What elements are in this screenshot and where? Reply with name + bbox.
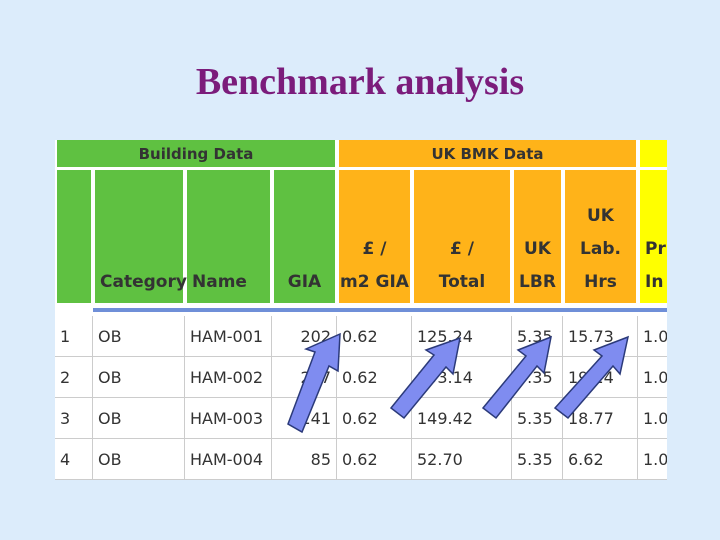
column-header: Name bbox=[187, 170, 270, 303]
table-cell: 4 bbox=[55, 439, 93, 480]
arrow bbox=[287, 332, 341, 434]
header-line: Total bbox=[438, 272, 486, 292]
table-cell: 149.42 bbox=[412, 398, 512, 439]
table-cell: HAM-003 bbox=[185, 398, 272, 439]
table-cell: 5.35 bbox=[512, 398, 563, 439]
group-header: Building Data bbox=[57, 140, 335, 167]
header-line: In bbox=[645, 272, 664, 292]
header-rule bbox=[93, 308, 667, 312]
table-cell: 0.62 bbox=[337, 439, 412, 480]
header-line: UK bbox=[524, 239, 551, 259]
table-cell: 2 bbox=[55, 357, 93, 398]
table-cell: OB bbox=[93, 357, 185, 398]
column-header: GIA bbox=[274, 170, 335, 303]
table-cell: HAM-002 bbox=[185, 357, 272, 398]
table-cell: OB bbox=[93, 398, 185, 439]
column-header bbox=[57, 170, 91, 303]
header-line: GIA bbox=[287, 272, 322, 292]
table-cell: 1.0 bbox=[638, 398, 667, 439]
column-header: Category bbox=[95, 170, 187, 303]
table-cell: 1.0 bbox=[638, 357, 667, 398]
arrow bbox=[553, 335, 630, 420]
header-line: Lab. bbox=[580, 239, 621, 259]
table-cell: 6.62 bbox=[563, 439, 638, 480]
table-cell: OB bbox=[93, 316, 185, 357]
table-cell: HAM-001 bbox=[185, 316, 272, 357]
table-cell: 52.70 bbox=[412, 439, 512, 480]
column-header: Pr In bbox=[640, 170, 667, 303]
table-cell: 0.62 bbox=[337, 316, 412, 357]
header-line: LBR bbox=[519, 272, 556, 292]
table-cell: 3 bbox=[55, 398, 93, 439]
column-header: UK Lab. Hrs bbox=[565, 170, 636, 303]
column-header: £ / m2 GIA bbox=[339, 170, 410, 303]
slide-title: Benchmark analysis bbox=[195, 61, 525, 103]
arrow bbox=[389, 336, 461, 420]
table-cell: OB bbox=[93, 439, 185, 480]
arrow bbox=[481, 335, 552, 420]
table-cell: 0.62 bbox=[337, 357, 412, 398]
header-line: £ / bbox=[362, 239, 387, 259]
column-header: UK LBR bbox=[514, 170, 561, 303]
table-cell: 5.35 bbox=[512, 439, 563, 480]
table-cell: 1.0 bbox=[638, 316, 667, 357]
table-cell: 18.77 bbox=[563, 398, 638, 439]
header-line: Hrs bbox=[584, 272, 617, 292]
group-header bbox=[640, 140, 667, 167]
header-line: m2 GIA bbox=[340, 272, 409, 292]
table-cell: 1.0 bbox=[638, 439, 667, 480]
group-header: UK BMK Data bbox=[339, 140, 636, 167]
header-line: £ / bbox=[450, 239, 474, 259]
header-line: Category bbox=[100, 272, 187, 292]
header-line: Name bbox=[192, 272, 247, 292]
table-cell: 1 bbox=[55, 316, 93, 357]
header-line: UK bbox=[587, 206, 614, 226]
table-cell: HAM-004 bbox=[185, 439, 272, 480]
table-cell: 85 bbox=[272, 439, 337, 480]
header-line: Pr bbox=[645, 239, 666, 259]
column-header: £ / Total bbox=[414, 170, 510, 303]
